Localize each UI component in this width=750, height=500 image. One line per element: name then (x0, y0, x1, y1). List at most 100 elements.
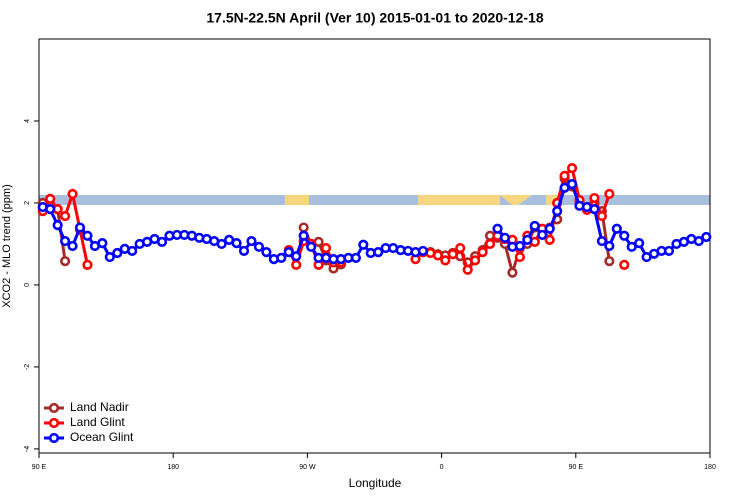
y-tick-label: -4 (24, 446, 31, 452)
data-point (350, 252, 361, 263)
data-point (373, 247, 384, 258)
data-point (440, 255, 451, 266)
data-point (238, 245, 250, 257)
data-point (514, 240, 525, 252)
data-point (499, 232, 511, 243)
data-point (544, 223, 555, 234)
y-tick-label: 0 (24, 283, 31, 287)
data-point (455, 242, 466, 254)
x-tick-label: 90 W (299, 464, 316, 471)
data-point (492, 223, 503, 234)
data-point (231, 238, 242, 249)
data-point (246, 235, 257, 247)
data-point (156, 236, 168, 248)
data-point (604, 188, 615, 200)
data-point (432, 250, 443, 261)
data-point (477, 247, 488, 258)
data-point (447, 249, 458, 260)
x-tick-label: 90 E (569, 464, 584, 471)
data-point (619, 259, 630, 270)
data-point (566, 179, 578, 190)
x-tick-label: 180 (167, 464, 179, 471)
data-point (462, 264, 473, 275)
legend-label: Ocean Glint (70, 430, 134, 444)
data-point (693, 235, 704, 247)
data-point (320, 242, 332, 254)
data-point (514, 251, 525, 263)
y-tick-label: 2 (24, 201, 31, 205)
data-point (596, 210, 607, 222)
data-point (522, 234, 533, 245)
data-point (253, 241, 265, 252)
data-point (358, 239, 369, 250)
data-point (529, 220, 540, 232)
data-point (298, 230, 309, 241)
series (37, 179, 712, 265)
data-point (298, 222, 309, 233)
data-point (104, 251, 115, 263)
data-point (82, 230, 93, 241)
land-patch (500, 195, 532, 205)
x-tick-label: 0 (440, 464, 444, 471)
data-point (470, 255, 481, 266)
y-tick-label: 4 (24, 119, 31, 123)
y-axis-label: XCO2 - MLO trend (ppm) (1, 184, 13, 307)
data-point (566, 163, 578, 174)
data-point (537, 229, 548, 241)
data-point (291, 251, 302, 262)
data-point (112, 247, 123, 259)
x-axis-label: Longitude (349, 476, 402, 490)
data-point (261, 247, 272, 258)
data-point (67, 240, 78, 252)
legend-label: Land Nadir (70, 400, 129, 414)
legend-label: Land Glint (70, 415, 125, 429)
data-point (559, 170, 570, 182)
legend-marker (48, 432, 60, 444)
data-point (634, 238, 645, 249)
data-point (619, 230, 630, 241)
data-point (67, 188, 78, 200)
data-point (701, 231, 712, 243)
data-point (82, 259, 93, 270)
data-point (283, 247, 294, 258)
plot-frame (38, 38, 711, 454)
land-patch (285, 195, 309, 205)
data-point (127, 245, 138, 257)
data-point (97, 238, 108, 249)
x-tick-label: 90 E (32, 464, 47, 471)
data-point (559, 182, 570, 193)
data-point (59, 235, 71, 247)
data-point (291, 259, 302, 270)
data-point (74, 222, 86, 233)
data-point (59, 256, 71, 267)
data-point (596, 235, 607, 247)
data-point (45, 193, 56, 204)
data-point (589, 204, 600, 215)
data-point (59, 210, 71, 222)
data-point (417, 245, 429, 257)
legend-marker (48, 402, 60, 414)
legend-marker (48, 417, 60, 429)
data-point (544, 234, 555, 245)
chart-title: 17.5N-22.5N April (Ver 10) 2015-01-01 to… (206, 10, 543, 26)
data-point (604, 240, 615, 252)
data-point (52, 219, 63, 231)
data-point (552, 206, 563, 217)
y-tick-label: -2 (24, 364, 31, 370)
data-point (611, 223, 622, 234)
data-point (306, 241, 317, 252)
data-point (507, 267, 518, 278)
ocean-strip (39, 195, 710, 205)
data-point (604, 256, 615, 267)
data-point (626, 241, 637, 252)
data-point (216, 238, 227, 250)
x-tick-label: 180 (704, 464, 716, 471)
land-patch (418, 195, 500, 205)
data-point (663, 245, 675, 257)
data-point (484, 238, 496, 250)
data-point (589, 192, 600, 204)
data-point (276, 252, 287, 263)
data-point (45, 204, 56, 215)
